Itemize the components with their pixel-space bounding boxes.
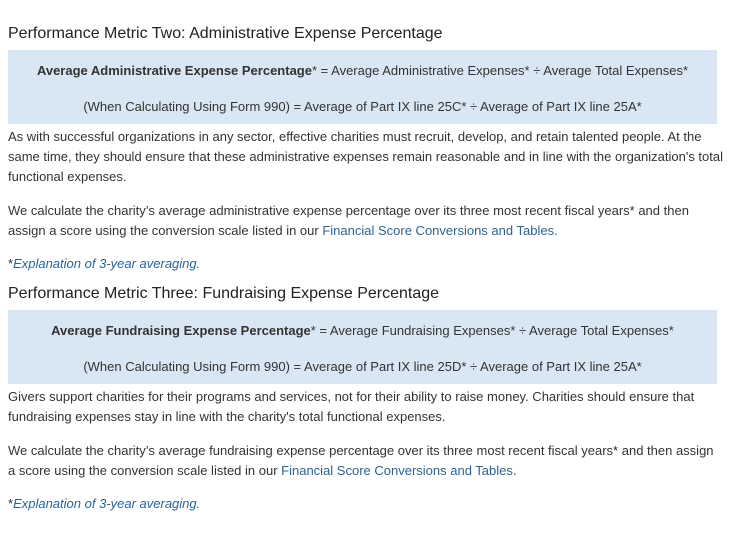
metric-three-heading: Performance Metric Three: Fundraising Ex… [8,285,440,302]
metric-two-formula-rest: * = Average Administrative Expenses* ÷ A… [311,63,689,78]
metric-two-averaging-link[interactable]: Explanation of 3-year averaging. [13,256,201,271]
metric-two-score-conversions-link[interactable]: Financial Score Conversions and Tables. [322,223,558,238]
metric-three-paragraph-2-text: We calculate the charity’s average fundr… [8,443,714,478]
metric-three-score-conversions-link[interactable]: Financial Score Conversions and Tables [281,463,513,478]
metric-three-paragraph-1: Givers support charities for their progr… [8,389,695,424]
metric-three-form990-formula: (When Calculating Using Form 990) = Aver… [83,359,642,374]
metric-two-formula-term: Average Administrative Expense Percentag… [36,63,312,78]
metric-three-formula: Average Fundraising Expense Percentage* … [8,310,717,339]
metric-two-paragraph-1: As with successful organizations in any … [8,129,723,184]
metric-three-note-star: * [8,496,14,511]
metric-three-averaging-link[interactable]: Explanation of 3-year averaging. [13,496,201,511]
metric-two-form990-formula: (When Calculating Using Form 990) = Aver… [83,99,642,114]
page-content: Performance Metric Two: Administrative E… [8,25,724,514]
metric-two-averaging-note: *Explanation of 3-year averaging. [8,254,724,274]
metric-three-paragraph-2: We calculate the charity’s average fundr… [8,441,724,481]
metric-two-paragraph-2-text: We calculate the charity’s average admin… [8,203,689,238]
metric-two-heading: Performance Metric Two: Administrative E… [8,25,443,42]
metric-two-paragraph-2: We calculate the charity’s average admin… [8,201,724,241]
metric-three-formula-rest: * = Average Fundraising Expenses* ÷ Aver… [310,323,674,338]
metric-two-formula: Average Administrative Expense Percentag… [8,50,717,79]
metric-two-formula-box: Average Administrative Expense Percentag… [8,50,717,124]
metric-three-formula-box: Average Fundraising Expense Percentage* … [8,310,717,384]
metric-two-note-star: * [8,256,14,271]
metric-three-averaging-note: *Explanation of 3-year averaging. [8,494,724,514]
metric-three-formula-term: Average Fundraising Expense Percentage [51,323,311,338]
metric-three-paragraph-2-end: . [512,463,517,478]
